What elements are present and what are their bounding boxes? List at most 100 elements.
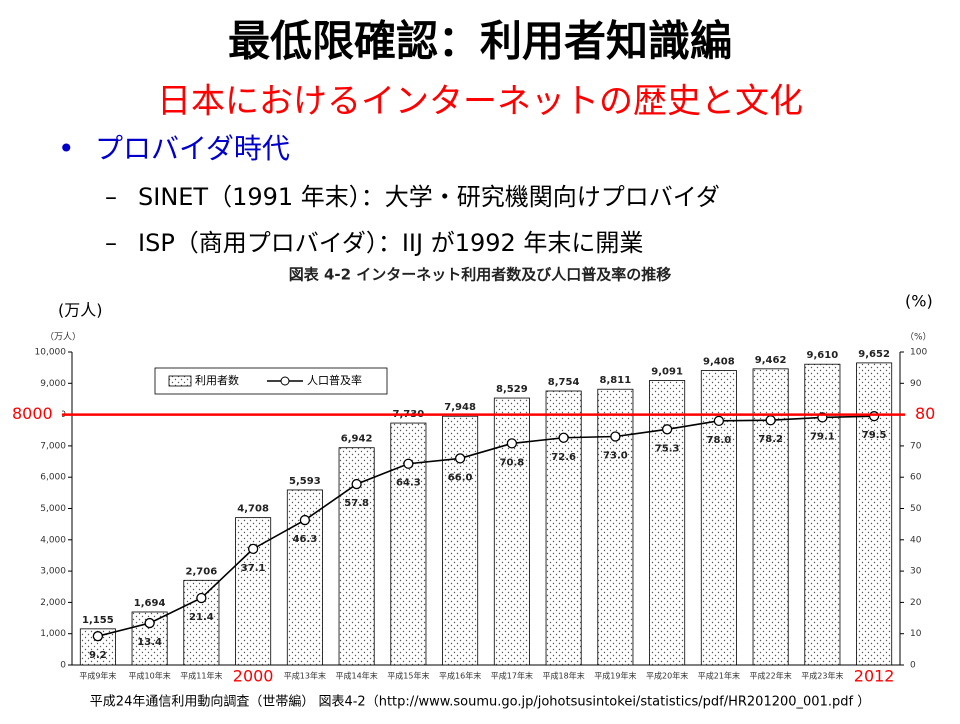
slide-subtitle: 日本におけるインターネットの歴史と文化 [157, 82, 803, 122]
x-tick-label: 平成17年末 [491, 671, 533, 681]
x-tick-label: 平成18年末 [543, 671, 585, 681]
y-tick-label: 5,000 [40, 504, 66, 514]
line-marker [868, 411, 880, 422]
y-unit: （万人） [45, 332, 81, 343]
bar [752, 368, 789, 666]
bar-value-label: 8,754 [548, 377, 580, 388]
x-tick-label: 平成15年末 [387, 671, 429, 681]
label-bg [846, 668, 903, 688]
y2-tick-label: 70 [910, 441, 922, 451]
bar-value-label: 5,593 [289, 476, 321, 487]
y-tick-label: 2,000 [40, 598, 66, 608]
y-tick-label: 1,000 [40, 629, 66, 639]
y2-tick-label: 0 [910, 661, 916, 671]
y2-unit: （%） [905, 332, 932, 343]
line-value-label: 79.5 [862, 430, 887, 441]
y2-tick-label: 50 [910, 504, 922, 514]
line-marker [403, 458, 414, 469]
y2-tick-label: 100 [910, 348, 927, 358]
line-value-label: 9.2 [89, 650, 107, 661]
line-marker [196, 592, 207, 604]
y-tick-label: 9,000 [40, 379, 66, 389]
bar-value-label: 4,708 [237, 504, 269, 515]
y2-unit-outer: (%) [905, 292, 933, 311]
y2-tick-label: 20 [910, 598, 922, 608]
bullet: プロバイダ時代 [95, 132, 290, 165]
bar [804, 363, 841, 666]
x-tick-label: 平成16年末 [439, 671, 481, 681]
bar [338, 447, 375, 666]
line-marker [506, 438, 518, 449]
bar-value-label: 9,408 [703, 357, 735, 368]
x-tick-label: 平成9年末 [79, 671, 116, 681]
line-value-label: 46.3 [293, 534, 318, 545]
bar [597, 388, 634, 666]
x-tick-label: 平成20年末 [646, 671, 688, 681]
x-tick-label: 平成23年末 [801, 671, 843, 681]
line-marker [144, 617, 155, 629]
bar [856, 362, 893, 666]
bar [493, 397, 530, 666]
bar [545, 390, 582, 666]
bar-value-label: 6,942 [341, 434, 373, 445]
x-tick-label: 平成21年末 [698, 671, 740, 681]
x-tick-label: 平成14年末 [336, 671, 378, 681]
label-bg [225, 668, 282, 688]
dash: – [105, 229, 117, 257]
y-tick-label: 6,000 [40, 473, 66, 483]
legend-swatch [168, 375, 192, 387]
source: 平成24年通信利用動向調査（世帯編） 図表4-2（http://www.soum… [90, 694, 870, 710]
sub-bullet: SINET（1991 年末）：大学・研究機関向けプロバイダ [138, 183, 720, 211]
sub-bullet: ISP（商用プロバイダ）：IIJ が1992 年末に開業 [138, 229, 643, 257]
line-marker [610, 431, 621, 442]
line-marker [299, 514, 311, 526]
line-marker [454, 453, 466, 464]
label-bg [0, 403, 62, 426]
line-value-label: 37.1 [241, 563, 266, 574]
bar-value-label: 8,811 [600, 375, 632, 386]
bar-value-label: 2,706 [186, 566, 218, 577]
bar-value-label: 8,529 [496, 384, 528, 395]
bar-value-label: 9,462 [755, 355, 787, 366]
plot: 01,0002,0003,0004,0005,0006,0007,0008,00… [0, 348, 955, 688]
line-marker [661, 424, 673, 435]
x-tick-label: 平成10年末 [129, 671, 171, 681]
y2-tick-label: 10 [910, 629, 922, 639]
dash: – [105, 183, 117, 211]
line-value-label: 70.8 [500, 457, 525, 468]
y-tick-label: 3,000 [40, 567, 66, 577]
x-tick-label: 平成19年末 [594, 671, 636, 681]
bar-value-label: 9,091 [651, 366, 683, 377]
legend-label: 利用者数 [195, 374, 239, 387]
line-marker [92, 631, 104, 642]
bar-value-label: 9,610 [807, 350, 839, 361]
legend-marker [280, 376, 290, 386]
y2-tick-label: 60 [910, 473, 922, 483]
y-tick-label: 0 [60, 661, 66, 671]
y-tick-label: 7,000 [40, 441, 66, 451]
bar-value-label: 1,694 [134, 598, 166, 609]
line-value-label: 66.0 [448, 472, 473, 483]
line-value-label: 73.0 [603, 451, 628, 462]
y2-tick-label: 30 [910, 567, 922, 577]
line-value-label: 13.4 [137, 637, 162, 648]
year-annotation: 2012 [854, 667, 895, 686]
line-marker [247, 543, 259, 555]
bar-value-label: 7,948 [444, 402, 476, 413]
bar [649, 380, 686, 666]
label-bg [905, 403, 955, 426]
line-marker [713, 415, 725, 427]
line-value-label: 75.3 [655, 443, 680, 454]
line-value-label: 79.1 [810, 431, 835, 442]
year-annotation: 2000 [233, 667, 274, 686]
line-value-label: 78.0 [707, 435, 732, 446]
y-tick-label: 4,000 [40, 535, 66, 545]
line [97, 415, 875, 637]
bullet-dot: • [58, 132, 75, 165]
line-value-label: 78.2 [758, 434, 783, 445]
x-tick-label: 平成11年末 [180, 671, 222, 681]
y2-tick-label: 40 [910, 535, 922, 545]
reference-label: 8000 [12, 404, 53, 423]
y-unit-outer: (万人) [58, 301, 103, 320]
